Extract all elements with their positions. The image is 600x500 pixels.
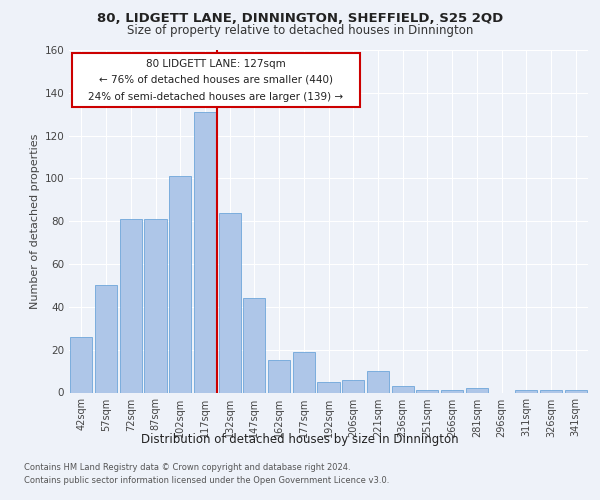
Bar xyxy=(70,337,92,392)
Bar xyxy=(95,286,117,393)
Text: 24% of semi-detached houses are larger (139) →: 24% of semi-detached houses are larger (… xyxy=(88,92,343,102)
Bar xyxy=(119,219,142,392)
Bar xyxy=(293,352,315,393)
Y-axis label: Number of detached properties: Number of detached properties xyxy=(30,134,40,309)
Text: 80, LIDGETT LANE, DINNINGTON, SHEFFIELD, S25 2QD: 80, LIDGETT LANE, DINNINGTON, SHEFFIELD,… xyxy=(97,12,503,26)
Bar xyxy=(169,176,191,392)
Bar xyxy=(317,382,340,392)
Bar xyxy=(342,380,364,392)
Text: Distribution of detached houses by size in Dinnington: Distribution of detached houses by size … xyxy=(141,432,459,446)
Bar xyxy=(218,212,241,392)
Text: Contains public sector information licensed under the Open Government Licence v3: Contains public sector information licen… xyxy=(24,476,389,485)
Text: 80 LIDGETT LANE: 127sqm: 80 LIDGETT LANE: 127sqm xyxy=(146,59,286,69)
Bar xyxy=(466,388,488,392)
Bar xyxy=(416,390,439,392)
Bar xyxy=(392,386,414,392)
Bar xyxy=(565,390,587,392)
Bar xyxy=(441,390,463,392)
Bar xyxy=(243,298,265,392)
FancyBboxPatch shape xyxy=(71,54,359,106)
Bar xyxy=(367,371,389,392)
Bar xyxy=(268,360,290,392)
Text: Contains HM Land Registry data © Crown copyright and database right 2024.: Contains HM Land Registry data © Crown c… xyxy=(24,462,350,471)
Text: ← 76% of detached houses are smaller (440): ← 76% of detached houses are smaller (44… xyxy=(98,75,332,85)
Bar xyxy=(194,112,216,392)
Bar xyxy=(515,390,538,392)
Bar xyxy=(540,390,562,392)
Text: Size of property relative to detached houses in Dinnington: Size of property relative to detached ho… xyxy=(127,24,473,37)
Bar xyxy=(145,219,167,392)
